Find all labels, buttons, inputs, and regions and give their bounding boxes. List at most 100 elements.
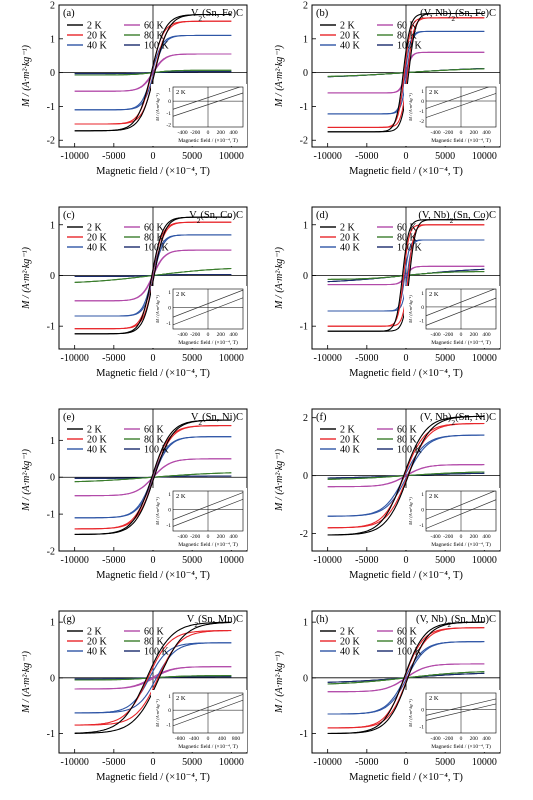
legend-label: 20 K xyxy=(340,31,361,42)
inset-x-axis-label: Magnetic field / (×10⁻⁴, T) xyxy=(431,541,491,548)
inset-x-axis-label: Magnetic field / (×10⁻⁴, T) xyxy=(431,743,491,750)
title-text: V xyxy=(191,8,199,19)
y-tick-label: -1 xyxy=(300,729,308,740)
title-text: V xyxy=(189,210,197,221)
inset-label: 2 K xyxy=(429,89,439,96)
inset-x-tick-label: -200 xyxy=(190,534,200,540)
inset-x-tick-label: 400 xyxy=(482,130,491,136)
x-axis-label: Magnetic field / (×10⁻⁴, T) xyxy=(349,368,463,379)
legend-label: 20 K xyxy=(87,435,108,446)
title-subscript: 2 xyxy=(198,14,202,23)
inset-background xyxy=(151,488,247,550)
y-tick-label: 2 xyxy=(50,1,55,12)
x-tick-label: -5000 xyxy=(355,151,378,162)
legend-label: 40 K xyxy=(340,243,361,254)
inset-curves xyxy=(173,492,243,527)
panel-label: (b) xyxy=(316,8,329,19)
inset-x-tick-label: 0 xyxy=(460,332,463,338)
panel-a: -10000 -5000 0 5000 10000 -2 -1 0 1 2 Magnetic fie… xyxy=(21,1,248,177)
legend-label: 80 K xyxy=(397,637,418,648)
inset-y-tick-label: 0 xyxy=(168,708,171,714)
inset-curve xyxy=(426,703,496,721)
inset-label: 2 K xyxy=(176,291,186,298)
x-tick-label: -5000 xyxy=(102,757,125,768)
title-text: (Sn, Ni)C xyxy=(202,412,243,423)
series-line-60k xyxy=(74,666,232,690)
x-tick-label: -10000 xyxy=(60,353,88,364)
inset-curves xyxy=(426,491,496,529)
x-tick-label: 10000 xyxy=(219,555,244,566)
panel-title: (V, Nb)2(Sn, Ni)C xyxy=(420,412,496,427)
x-tick-label: -5000 xyxy=(102,353,125,364)
panel-label: (g) xyxy=(63,614,76,625)
legend-label: 20 K xyxy=(340,637,361,648)
inset-frame xyxy=(172,692,244,734)
inset-x-tick-label: -200 xyxy=(443,332,453,338)
series-line-40k xyxy=(327,641,485,715)
inset-curves xyxy=(173,289,243,326)
x-tick-label: -5000 xyxy=(355,757,378,768)
panel-label: (d) xyxy=(316,210,329,221)
y-tick-label: 0 xyxy=(50,473,55,484)
series-line-20k xyxy=(327,224,485,327)
series-group xyxy=(327,12,485,133)
inset-frame xyxy=(425,490,497,532)
inset-x-axis-label: Magnetic field / (×10⁻⁴, T) xyxy=(431,137,491,144)
inset-x-tick-label: 400 xyxy=(218,736,227,742)
y-axis-label: M / (A·m²·kg⁻¹) xyxy=(21,448,32,511)
legend-label: 80 K xyxy=(144,31,165,42)
x-tick-label: 0 xyxy=(404,555,409,566)
panel-d: -10000 -5000 0 5000 10000 -1 0 1 Magnetic field … xyxy=(274,206,501,379)
inset-x-tick-label: 200 xyxy=(470,534,479,540)
inset-x-tick-label: -200 xyxy=(443,736,453,742)
inset-x-tick-label: -400 xyxy=(177,130,187,136)
x-tick-label: 5000 xyxy=(435,555,455,566)
inset-background xyxy=(151,84,247,146)
x-tick-label: 0 xyxy=(151,757,156,768)
legend-label: 100 K xyxy=(144,647,170,658)
series-line-60k xyxy=(327,663,485,693)
inset-x-tick-label: 0 xyxy=(207,332,210,338)
inset-curve xyxy=(173,699,243,727)
inset-x-tick-label: 0 xyxy=(207,534,210,540)
panel-label: (c) xyxy=(63,210,75,221)
y-tick-label: 1 xyxy=(50,220,55,231)
title-text: V xyxy=(187,614,195,625)
legend-label: 2 K xyxy=(87,425,103,436)
series-line-40k xyxy=(327,239,485,312)
legend-label: 80 K xyxy=(397,233,418,244)
title-text: (V, Nb) xyxy=(418,210,450,221)
legend-label: 80 K xyxy=(397,31,418,42)
inset-curves xyxy=(426,698,496,721)
inset-x-tick-label: 0 xyxy=(207,130,210,136)
title-subscript: 2 xyxy=(194,620,198,629)
inset-x-axis-label: Magnetic field / (×10⁻⁴, T) xyxy=(178,339,238,346)
series-line-20k xyxy=(74,630,232,726)
x-tick-label: -10000 xyxy=(313,757,341,768)
inset-frame xyxy=(172,490,244,532)
inset-y-tick-label: 1 xyxy=(421,291,424,297)
panel-b: -10000 -5000 0 5000 10000 -2 -1 0 1 2 Magnetic fie… xyxy=(274,1,501,177)
x-tick-label: 10000 xyxy=(472,757,497,768)
legend-label: 60 K xyxy=(397,627,418,638)
panel-c: -10000 -5000 0 5000 10000 -1 0 1 Magnetic field … xyxy=(21,206,248,379)
legend-label: 60 K xyxy=(144,223,165,234)
inset-curve xyxy=(173,289,243,318)
panel-h: -10000 -5000 0 5000 10000 -1 0 1 Magnetic field … xyxy=(274,610,501,783)
legend-label: 60 K xyxy=(144,21,165,32)
panel-title: (V, Nb)2(Sn, Co)C xyxy=(418,210,496,225)
series-line-60k xyxy=(327,464,485,488)
legend-label: 2 K xyxy=(340,223,356,234)
inset-x-tick-label: 0 xyxy=(460,130,463,136)
x-tick-label: -10000 xyxy=(313,555,341,566)
inset-curves xyxy=(173,694,243,727)
y-axis-label: M / (A·m²·kg⁻¹) xyxy=(274,448,285,511)
x-tick-label: 0 xyxy=(404,757,409,768)
y-tick-label: -1 xyxy=(47,322,55,333)
inset-x-tick-label: -200 xyxy=(443,534,453,540)
x-tick-label: 5000 xyxy=(435,757,455,768)
y-axis-label: M / (A·m²·kg⁻¹) xyxy=(21,44,32,107)
x-axis-label: Magnetic field / (×10⁻⁴, T) xyxy=(349,570,463,581)
inset: 2 K -400 -200 0 200 400 -2 -1 0 1 Magnetic field /… xyxy=(151,84,247,146)
